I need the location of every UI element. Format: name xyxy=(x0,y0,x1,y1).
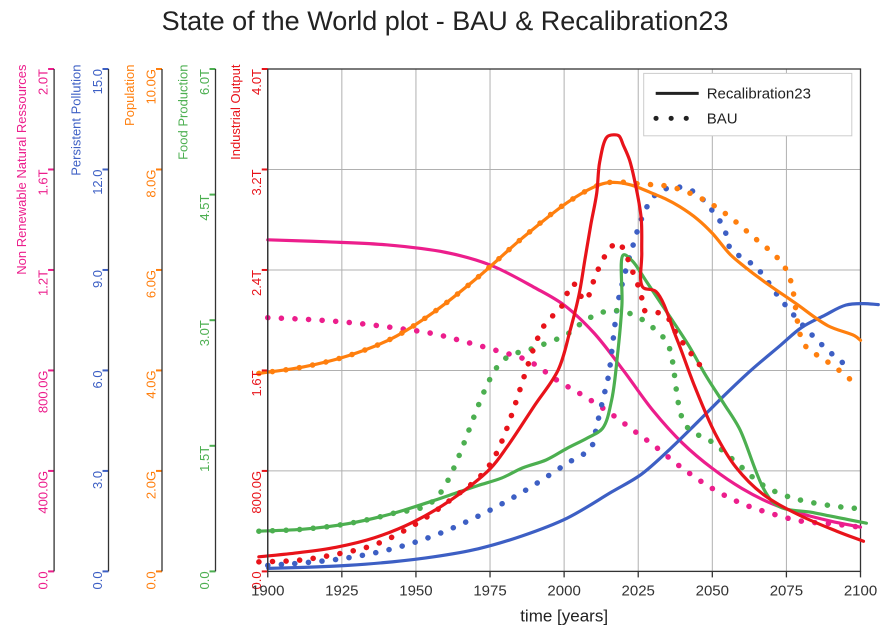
svg-text:1.6T: 1.6T xyxy=(249,370,264,396)
svg-text:0.0: 0.0 xyxy=(90,571,105,589)
svg-text:12.0: 12.0 xyxy=(90,169,105,194)
svg-text:3.0T: 3.0T xyxy=(197,320,212,346)
svg-text:4.5T: 4.5T xyxy=(197,195,212,221)
svg-text:Non Renewable Natural Ressourc: Non Renewable Natural Ressources xyxy=(14,64,29,275)
svg-text:4.0T: 4.0T xyxy=(249,69,264,95)
svg-text:1925: 1925 xyxy=(325,582,358,599)
svg-text:Food Production: Food Production xyxy=(176,65,191,160)
svg-text:1950: 1950 xyxy=(399,582,432,599)
svg-text:0.0: 0.0 xyxy=(197,571,212,589)
svg-text:800.0G: 800.0G xyxy=(36,370,51,413)
svg-text:3.2T: 3.2T xyxy=(249,169,264,195)
svg-text:15.0: 15.0 xyxy=(90,69,105,94)
svg-text:2000: 2000 xyxy=(547,582,580,599)
svg-text:time [years]: time [years] xyxy=(520,606,608,625)
svg-text:6.0G: 6.0G xyxy=(143,270,158,298)
svg-text:1900: 1900 xyxy=(251,582,284,599)
svg-text:1.2T: 1.2T xyxy=(36,270,51,296)
svg-text:Recalibration23: Recalibration23 xyxy=(707,85,811,102)
svg-text:2050: 2050 xyxy=(696,582,729,599)
svg-text:6.0: 6.0 xyxy=(90,370,105,388)
svg-text:BAU: BAU xyxy=(707,110,738,127)
svg-text:1.6T: 1.6T xyxy=(36,169,51,195)
svg-text:Population: Population xyxy=(122,65,137,126)
svg-text:2.0G: 2.0G xyxy=(143,471,158,499)
svg-text:2100: 2100 xyxy=(844,582,877,599)
svg-text:2.4T: 2.4T xyxy=(249,270,264,296)
svg-text:4.0G: 4.0G xyxy=(143,370,158,398)
svg-text:2025: 2025 xyxy=(622,582,655,599)
svg-text:3.0: 3.0 xyxy=(90,471,105,489)
svg-text:0.0: 0.0 xyxy=(36,571,51,589)
svg-text:8.0G: 8.0G xyxy=(143,169,158,197)
svg-text:1.5T: 1.5T xyxy=(197,446,212,472)
svg-text:10.0G: 10.0G xyxy=(143,69,158,104)
svg-text:400.0G: 400.0G xyxy=(36,471,51,514)
svg-text:2.0T: 2.0T xyxy=(36,69,51,95)
svg-text:800.0G: 800.0G xyxy=(249,471,264,514)
svg-text:Industrial Output: Industrial Output xyxy=(228,64,243,160)
svg-text:6.0T: 6.0T xyxy=(197,69,212,95)
svg-text:0.0: 0.0 xyxy=(143,571,158,589)
svg-text:Persistent Pollution: Persistent Pollution xyxy=(69,65,84,176)
svg-text:9.0: 9.0 xyxy=(90,270,105,288)
svg-text:2075: 2075 xyxy=(770,582,803,599)
svg-text:1975: 1975 xyxy=(473,582,506,599)
